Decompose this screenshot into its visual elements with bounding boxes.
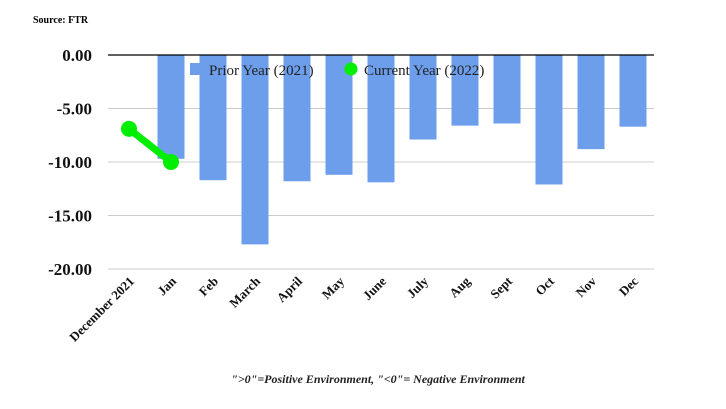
- y-tick-label: -15.00: [48, 207, 92, 226]
- bar-dec: [619, 55, 647, 127]
- current-year-series: [121, 120, 179, 170]
- y-tick-labels: 0.00 -5.00 -10.00 -15.00 -20.00: [48, 46, 92, 279]
- legend-swatch-prior-year: [190, 63, 202, 75]
- current-year-line: [125, 125, 175, 166]
- x-tick-label: June: [360, 273, 390, 303]
- x-tick-label: December 2021: [66, 274, 137, 345]
- bar-feb: [199, 55, 227, 181]
- bar-jan: [157, 55, 185, 159]
- bars: [157, 55, 647, 245]
- bar-may: [325, 55, 353, 175]
- bar-july: [409, 55, 437, 140]
- x-tick-label: Jan: [154, 273, 179, 298]
- x-tick-label: Nov: [573, 273, 600, 300]
- legend: Prior Year (2021) Current Year (2022): [190, 62, 484, 79]
- bar-oct: [535, 55, 563, 185]
- x-tick-label: March: [226, 273, 264, 311]
- bar-march: [241, 55, 269, 245]
- bar-sept: [493, 55, 521, 124]
- x-tick-label: Dec: [616, 273, 642, 299]
- x-tick-label: Feb: [196, 274, 221, 299]
- legend-label-current-year: Current Year (2022): [364, 63, 484, 79]
- x-tick-labels: December 2021 Jan Feb March April May June July…: [66, 273, 641, 344]
- x-tick-label: Sept: [487, 273, 515, 301]
- x-tick-label: May: [319, 273, 348, 302]
- bar-aug: [451, 55, 479, 126]
- y-tick-label: -5.00: [57, 100, 92, 119]
- current-year-point: [163, 154, 179, 170]
- bar-april: [283, 55, 311, 182]
- legend-label-prior-year: Prior Year (2021): [209, 63, 314, 79]
- x-tick-label: Aug: [446, 273, 473, 300]
- bar-nov: [577, 55, 605, 150]
- source-label: Source: FTR: [33, 15, 89, 26]
- x-tick-label: April: [274, 273, 306, 305]
- current-year-point: [121, 120, 137, 137]
- y-tick-label: -10.00: [48, 153, 92, 172]
- legend-swatch-current-year: [344, 62, 358, 76]
- footnote: ">0"=Positive Environment, "<0"= Negativ…: [231, 372, 525, 386]
- bar-june: [367, 55, 395, 183]
- x-tick-label: Oct: [532, 273, 557, 298]
- y-tick-label: 0.00: [62, 46, 92, 65]
- x-tick-label: July: [404, 273, 432, 301]
- y-tick-label: -20.00: [48, 260, 92, 279]
